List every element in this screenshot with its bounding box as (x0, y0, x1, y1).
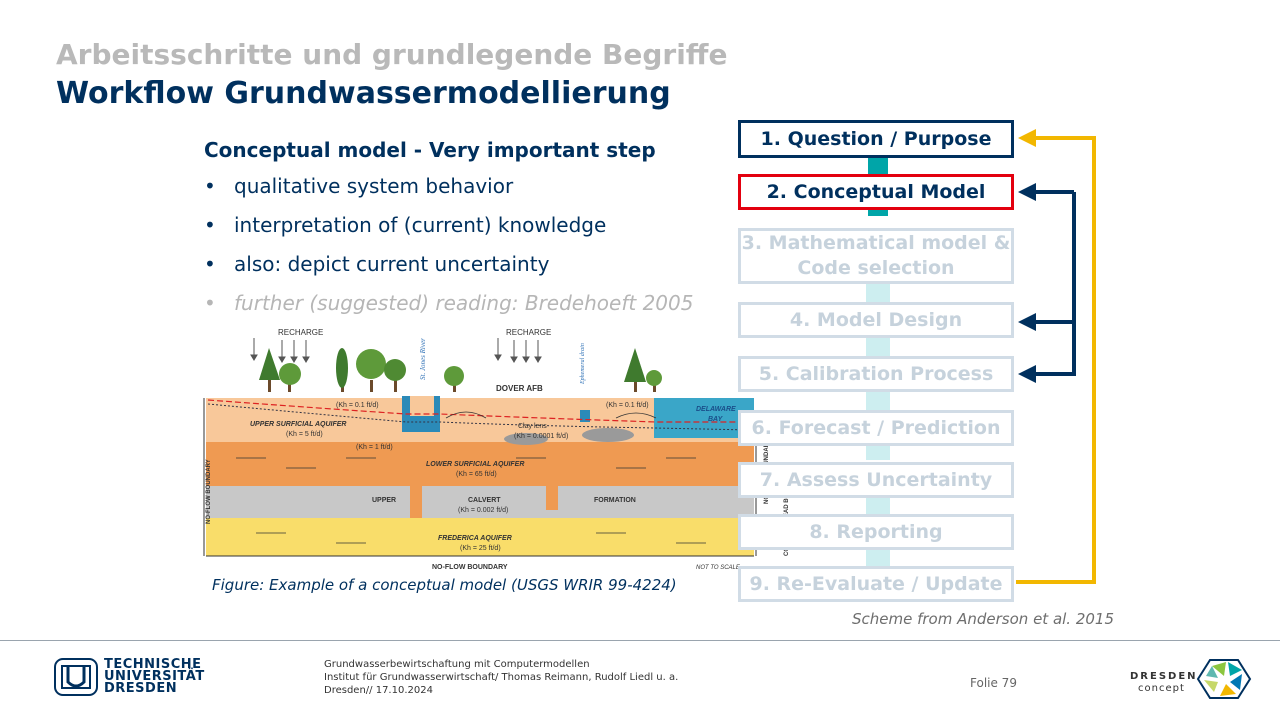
bullet-item: qualitative system behavior (204, 174, 693, 213)
conceptual-model-figure: RECHARGE RECHARGE St. Jones River Epheme… (203, 328, 790, 571)
calvert-layer (206, 486, 754, 518)
workflow-step-calibration: 5. Calibration Process (738, 356, 1014, 392)
ephemeral-drain-label: Ephemeral drain (580, 343, 586, 385)
upper-label: UPPER (372, 497, 396, 504)
figure-caption: Figure: Example of a conceptual model (U… (212, 576, 677, 594)
kh-label: (Kh = 1 ft/d) (356, 444, 393, 451)
kh-label: (Kh = 0.002 ft/d) (458, 507, 508, 514)
delaware-bay (654, 398, 754, 438)
clay-lens (504, 433, 548, 445)
recharge-label-right: RECHARGE (506, 328, 551, 337)
feedback-loop-navy (1036, 192, 1076, 376)
workflow-step-conceptual-model: 2. Conceptual Model (738, 174, 1014, 210)
formation-label: FORMATION (594, 497, 636, 504)
workflow-step-mathematical-model: 3. Mathematical model & Code selection (738, 228, 1014, 284)
bullet-item: also: depict current uncertainty (204, 252, 693, 291)
no-flow-boundary-bottom: NO-FLOW BOUNDARY (432, 564, 508, 571)
workflow-step-question: 1. Question / Purpose (738, 120, 1014, 158)
slide-number: Folie 79 (970, 676, 1017, 690)
recharge-arrows-left (250, 338, 310, 363)
st-jones-river-label: St. Jones River (419, 338, 427, 380)
bullet-item: interpretation of (current) knowledge (204, 213, 693, 252)
footer-line: Institut für Grundwasserwirtschaft/ Thom… (324, 672, 679, 683)
delaware-bay-label-2: BAY (708, 416, 724, 423)
kh-label: (Kh = 65 ft/d) (456, 471, 497, 478)
logo-main: DRESDEN (1130, 671, 1198, 682)
tu-dresden-logo-icon (54, 658, 98, 696)
kh-label: (Kh = 5 ft/d) (286, 431, 323, 438)
content-subheading: Conceptual model - Very important step (204, 138, 656, 162)
recharge-arrows-right (494, 338, 542, 363)
workflow-connectors (866, 129, 1096, 584)
footer-line: Grundwasserbewirtschaftung mit Computerm… (324, 659, 590, 670)
workflow-step-re-evaluate: 9. Re-Evaluate / Update (738, 566, 1014, 602)
recharge-label-left: RECHARGE (278, 328, 323, 337)
workflow-step-reporting: 8. Reporting (738, 514, 1014, 550)
no-flow-boundary-left: NO-FLOW BOUNDARY (206, 459, 212, 524)
slide-title: Workflow Grundwassermodellierung (56, 76, 671, 111)
bullet-list: qualitative system behavior interpretati… (204, 174, 693, 330)
kh-label: (Kh = 25 ft/d) (460, 545, 501, 552)
frederica-layer (206, 518, 754, 556)
lower-surficial-layer (206, 442, 754, 486)
kh-label: (Kh = 0.0001 ft/d) (514, 433, 568, 440)
footer-text: Grundwasserbewirtschaftung mit Computerm… (324, 658, 678, 697)
trees (259, 348, 662, 392)
frederica-label: FREDERICA AQUIFER (438, 535, 512, 542)
not-to-scale-label: NOT TO SCALE (696, 565, 741, 571)
footer-line: Dresden// 17.10.2024 (324, 685, 433, 696)
kh-label: (Kh = 0.1 ft/d) (336, 402, 379, 409)
connector-arrow (868, 156, 888, 176)
constant-head-boundary: CONSTANT-HEAD BOUNDARY (784, 468, 790, 556)
workflow-step-uncertainty: 7. Assess Uncertainty (738, 462, 1014, 498)
logo-line: DRESDEN (104, 681, 178, 696)
logo-line: TECHNISCHE (104, 657, 202, 672)
scheme-caption: Scheme from Anderson et al. 2015 (852, 610, 1115, 628)
logo-line: UNIVERSITÄT (104, 669, 205, 684)
logo-sub: concept (1138, 683, 1185, 694)
clay-lens-label: Clay lens (518, 423, 547, 430)
flow-arrows (236, 411, 706, 544)
workflow-step-model-design: 4. Model Design (738, 302, 1014, 338)
bullet-item-reading: further (suggested) reading: Bredehoeft … (204, 291, 693, 330)
feedback-loop-yellow (1016, 136, 1096, 584)
slide-supertitle: Arbeitsschritte und grundlegende Begriff… (56, 38, 728, 71)
dover-afb-label: DOVER AFB (496, 384, 543, 393)
workflow-step-forecast: 6. Forecast / Prediction (738, 410, 1014, 446)
tu-dresden-logo-text: TECHNISCHE UNIVERSITÄT DRESDEN (104, 657, 205, 696)
delaware-bay-label: DELAWARE (696, 406, 736, 413)
dresden-concept-logo-text: DRESDEN concept (1130, 671, 1198, 695)
upper-surficial-label: UPPER SURFICIAL AQUIFER (250, 421, 346, 428)
calvert-label: CALVERT (468, 497, 501, 504)
lower-surficial-label: LOWER SURFICIAL AQUIFER (426, 461, 524, 468)
footer-divider (0, 640, 1280, 641)
dresden-concept-logo-icon (1196, 659, 1252, 699)
kh-label: (Kh = 0.1 ft/d) (606, 402, 649, 409)
